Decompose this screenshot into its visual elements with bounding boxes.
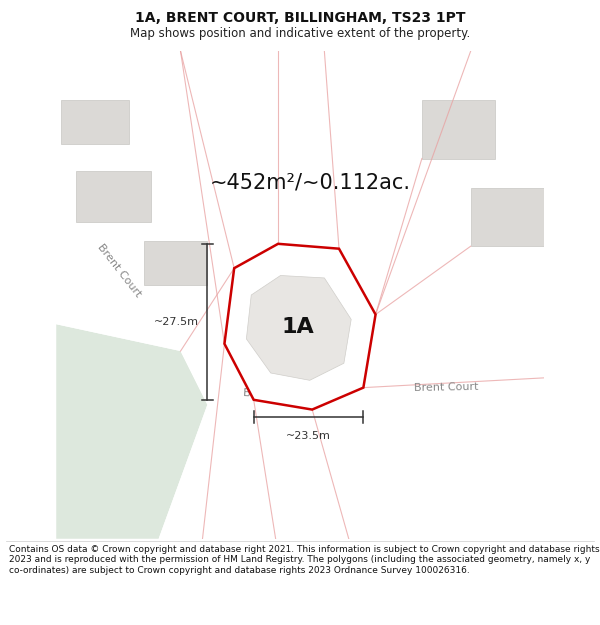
Polygon shape [56,285,254,539]
Text: ~23.5m: ~23.5m [286,431,331,441]
Text: Map shows position and indicative extent of the property.: Map shows position and indicative extent… [130,27,470,40]
Text: Brent Court: Brent Court [243,388,308,402]
Polygon shape [470,188,544,246]
Polygon shape [61,100,130,144]
Text: 1A: 1A [281,317,314,337]
Polygon shape [247,276,351,380]
Polygon shape [422,100,495,159]
Text: ~27.5m: ~27.5m [154,317,199,327]
Text: Contains OS data © Crown copyright and database right 2021. This information is : Contains OS data © Crown copyright and d… [9,545,599,574]
Text: Brent Court: Brent Court [96,242,143,299]
Text: ~452m²/~0.112ac.: ~452m²/~0.112ac. [209,173,410,193]
Polygon shape [300,368,544,409]
Polygon shape [56,324,208,539]
Polygon shape [144,241,208,285]
Text: 1A, BRENT COURT, BILLINGHAM, TS23 1PT: 1A, BRENT COURT, BILLINGHAM, TS23 1PT [135,11,465,25]
Polygon shape [76,171,151,222]
Text: Brent Court: Brent Court [414,382,479,393]
Polygon shape [224,244,376,409]
